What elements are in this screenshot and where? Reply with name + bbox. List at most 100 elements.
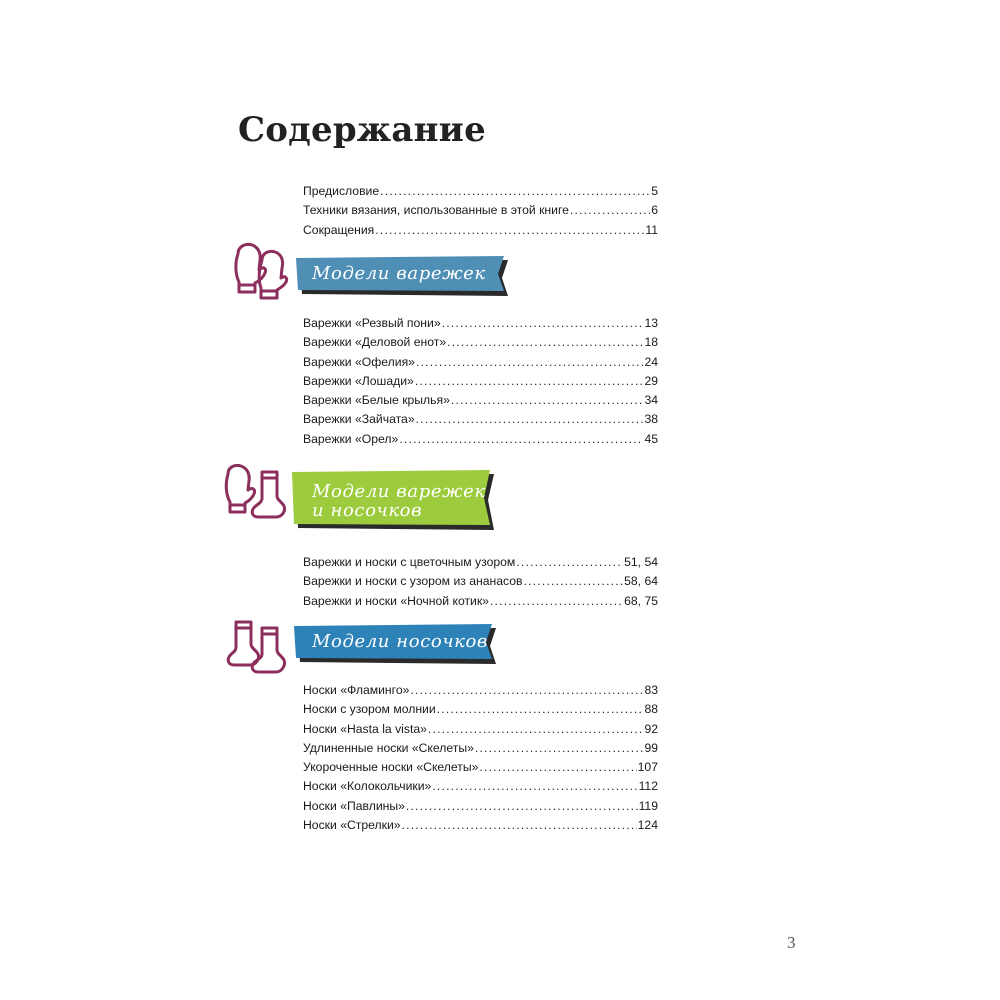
toc-entry-title: Укороченные носки «Скелеты» <box>303 760 479 775</box>
toc-entry-page: 18 <box>644 335 658 350</box>
toc-entry-page: 29 <box>644 373 658 388</box>
toc-entry-title: Носки «Стрелки» <box>303 818 401 833</box>
toc-entry[interactable]: Варежки «Орел» 45 <box>303 430 658 449</box>
section-banner-mittens-and-socks <box>292 470 494 530</box>
toc-entry-page: 45 <box>644 431 658 446</box>
toc-entry[interactable]: Носки «Стрелки» 124 <box>303 816 658 835</box>
toc-entry-title: Варежки «Деловой енот» <box>303 335 447 350</box>
toc-entry-title: Носки «Павлины» <box>303 798 405 813</box>
toc-entry-page: 58, 64 <box>624 574 658 589</box>
toc-entry-page: 11 <box>645 222 658 237</box>
toc-entry-title: Носки с узором молнии <box>303 702 436 717</box>
toc-entry[interactable]: Носки с узором молнии 88 <box>303 700 658 719</box>
section-title-mittens-and-socks-line1: Модели варежек <box>312 481 486 502</box>
toc-entry[interactable]: Носки «Павлины» 119 <box>303 797 658 816</box>
toc-entry[interactable]: Варежки и носки «Ночной котик» 68, 75 <box>303 592 658 611</box>
toc-entry-page: 99 <box>644 740 658 755</box>
toc-entry-page: 68, 75 <box>624 593 658 608</box>
toc-socks-list: Носки «Фламинго» 83 Носки с узором молнии… <box>303 681 658 835</box>
dot-leader <box>428 720 644 739</box>
toc-entry-title: Варежки «Лошади» <box>303 373 414 388</box>
toc-entry-title: Варежки «Зайчата» <box>303 412 415 427</box>
page-number: 3 <box>787 933 796 952</box>
toc-entry[interactable]: Удлиненные носки «Скелеты» 99 <box>303 739 658 758</box>
toc-intro-list: Предисловие 5 Техники вязания, использов… <box>303 182 658 240</box>
dot-leader <box>402 816 637 835</box>
toc-entry-page: 83 <box>644 683 658 697</box>
dot-leader <box>570 201 650 220</box>
toc-entry[interactable]: Укороченные носки «Скелеты» 107 <box>303 758 658 777</box>
toc-entry[interactable]: Носки «Фламинго» 83 <box>303 681 658 700</box>
toc-mittens-and-socks-list: Варежки и носки с цветочным узором 51, 54… <box>303 553 658 611</box>
toc-entry[interactable]: Варежки «Резвый пони» 13 <box>303 314 658 333</box>
dot-leader <box>380 182 650 201</box>
toc-entry[interactable]: Сокращения 11 <box>303 221 658 240</box>
toc-entry-page: 38 <box>644 412 658 427</box>
toc-entry-title: Варежки «Офелия» <box>303 354 415 369</box>
toc-entry-title: Сокращения <box>303 222 375 237</box>
toc-entry-page: 6 <box>651 203 658 218</box>
socks-icon <box>226 620 286 674</box>
toc-entry-page: 24 <box>644 354 658 369</box>
toc-entry[interactable]: Варежки «Деловой енот» 18 <box>303 333 658 352</box>
dot-leader <box>524 572 624 591</box>
dot-leader <box>442 314 644 333</box>
dot-leader <box>490 592 623 611</box>
dot-leader <box>416 353 643 372</box>
dot-leader <box>406 797 638 816</box>
toc-entry-title: Предисловие <box>303 184 380 198</box>
toc-entry-title: Носки «Фламинго» <box>303 683 410 697</box>
toc-entry-page: 5 <box>651 184 658 198</box>
toc-mittens-list: Варежки «Резвый пони» 13 Варежки «Деловой… <box>303 314 658 449</box>
dot-leader <box>447 333 643 352</box>
toc-entry-page: 124 <box>637 818 658 833</box>
toc-entry-title: Варежки «Белые крылья» <box>303 393 450 408</box>
dot-leader <box>399 430 643 449</box>
section-title-socks: Модели носочков <box>312 631 488 652</box>
dot-leader <box>437 700 644 719</box>
dot-leader <box>416 410 644 429</box>
section-banner-socks <box>294 624 496 664</box>
toc-entry[interactable]: Варежки и носки с узором из ананасов 58, … <box>303 572 658 591</box>
dot-leader <box>375 221 644 240</box>
toc-entry[interactable]: Варежки «Белые крылья» 34 <box>303 391 658 410</box>
toc-entry[interactable]: Варежки «Зайчата» 38 <box>303 410 658 429</box>
page-title: Содержание <box>238 110 486 150</box>
toc-entry-title: Варежки и носки с узором из ананасов <box>303 574 523 589</box>
toc-entry[interactable]: Предисловие 5 <box>303 182 658 201</box>
dot-leader <box>415 372 644 391</box>
toc-entry-page: 13 <box>644 316 658 330</box>
dot-leader <box>432 777 637 796</box>
dot-leader <box>451 391 644 410</box>
toc-entry-title: Носки «Hasta la vista» <box>303 721 427 736</box>
toc-entry-page: 34 <box>644 393 658 408</box>
toc-entry-page: 92 <box>644 721 658 736</box>
toc-entry-page: 119 <box>638 798 658 813</box>
toc-entry[interactable]: Носки «Колокольчики» 112 <box>303 777 658 796</box>
toc-entry-page: 51, 54 <box>624 555 658 569</box>
toc-entry-title: Варежки «Орел» <box>303 431 399 446</box>
toc-entry[interactable]: Варежки «Офелия» 24 <box>303 353 658 372</box>
toc-entry-page: 107 <box>637 760 658 775</box>
toc-entry-title: Носки «Колокольчики» <box>303 779 432 794</box>
mitten-and-sock-icon <box>224 463 286 519</box>
section-title-mittens: Модели варежек <box>312 263 486 284</box>
toc-entry-title: Варежки «Резвый пони» <box>303 316 441 330</box>
toc-entry-title: Варежки и носки «Ночной котик» <box>303 593 489 608</box>
toc-entry-page: 112 <box>638 779 658 794</box>
toc-entry-title: Варежки и носки с цветочным узором <box>303 555 516 569</box>
section-banner-mittens <box>296 256 508 296</box>
toc-entry-title: Удлиненные носки «Скелеты» <box>303 740 474 755</box>
dot-leader <box>479 758 636 777</box>
dot-leader <box>516 553 623 572</box>
toc-entry[interactable]: Варежки «Лошади» 29 <box>303 372 658 391</box>
toc-entry-title: Техники вязания, использованные в этой к… <box>303 203 569 218</box>
section-title-mittens-and-socks-line2: и носочков <box>312 500 423 521</box>
dot-leader <box>410 681 643 700</box>
dot-leader <box>475 739 644 758</box>
mittens-icon <box>234 242 289 300</box>
toc-entry[interactable]: Носки «Hasta la vista» 92 <box>303 720 658 739</box>
toc-entry[interactable]: Техники вязания, использованные в этой к… <box>303 201 658 220</box>
toc-entry-page: 88 <box>644 702 658 717</box>
toc-entry[interactable]: Варежки и носки с цветочным узором 51, 54 <box>303 553 658 572</box>
